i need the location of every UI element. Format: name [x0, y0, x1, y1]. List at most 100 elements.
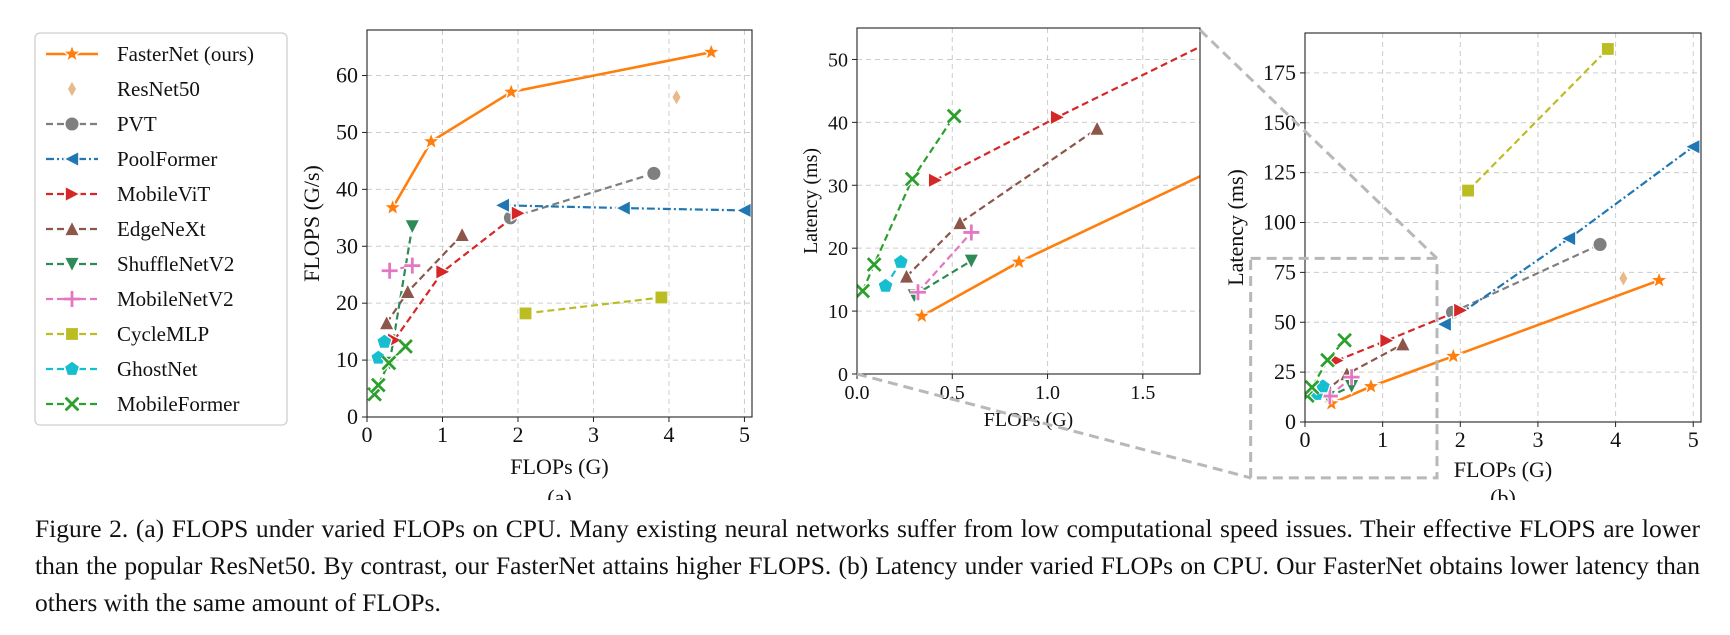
- data-point-mobilevit: [927, 171, 945, 189]
- data-point-shufflenetv2: [403, 218, 421, 236]
- y-tick-label: 40: [828, 112, 848, 134]
- series-line-shufflenetv2: [913, 259, 972, 297]
- legend-marker-cyclemlp: [64, 326, 80, 342]
- legend-label-ghostnet: GhostNet: [117, 357, 198, 381]
- x-tick-label: 2: [512, 422, 523, 447]
- x-tick-label: 5: [1688, 427, 1699, 452]
- figure-canvas: FasterNet (ours) ResNet50 PVT PoolFormer Mob…: [34, 27, 1702, 500]
- series-line-edgenext: [905, 127, 1098, 278]
- series-line-mobilevit: [934, 45, 1200, 182]
- x-tick-label: 3: [1532, 427, 1543, 452]
- data-point-edgenext: [1394, 334, 1412, 352]
- data-point-edgenext: [951, 213, 969, 231]
- y-tick-label: 125: [1263, 160, 1296, 185]
- legend-frame: [34, 32, 288, 426]
- data-point-mobilenetv2: [404, 257, 421, 274]
- axes-frame: [366, 29, 753, 418]
- data-point-fasternet-ours: [1442, 345, 1464, 366]
- data-point-mobilevit: [510, 204, 528, 222]
- series-line-mobileformer: [861, 115, 956, 292]
- data-point-mobilevit: [1049, 108, 1067, 126]
- y-tick-label: 100: [1263, 210, 1296, 235]
- data-point-poolformer: [614, 199, 632, 217]
- x-tick-label: 0: [1300, 427, 1311, 452]
- data-point-fasternet-ours: [1008, 250, 1030, 271]
- data-point-resnet50: [1617, 268, 1629, 289]
- x-tick-label: 2: [1455, 427, 1466, 452]
- y-tick-label: 40: [336, 176, 358, 201]
- legend-label-poolformer: PoolFormer: [117, 147, 217, 171]
- x-tick-label: 1.0: [1035, 382, 1060, 404]
- x-tick-label: 1.5: [1130, 382, 1155, 404]
- series-line-mobilenetv2: [917, 231, 973, 293]
- zoom-connector-lines: [856, 28, 1439, 480]
- data-point-mobilenetv2: [1343, 369, 1360, 386]
- data-point-fasternet-ours: [420, 130, 442, 151]
- data-point-shufflenetv2: [962, 253, 980, 271]
- x-tick-label: 1: [437, 422, 448, 447]
- axes-frame: [1304, 32, 1702, 423]
- data-point-fasternet-ours: [911, 305, 933, 326]
- data-point-fasternet-ours: [1360, 375, 1382, 396]
- data-point-edgenext: [897, 267, 916, 284]
- x-tick-label: 4: [663, 422, 674, 447]
- series-line-cyclemlp: [525, 296, 662, 315]
- plot-area: [1305, 41, 1701, 413]
- data-point-cyclemlp: [654, 290, 669, 305]
- x-tick-label: 0: [362, 422, 373, 447]
- legend-label-pvt: PVT: [117, 112, 157, 136]
- data-point-mobileformer: [1305, 388, 1315, 404]
- y-tick-label: 10: [828, 301, 848, 323]
- data-point-mobilevit: [1452, 301, 1470, 319]
- data-point-fasternet-ours: [382, 196, 404, 217]
- y-tick-label: 75: [1274, 259, 1296, 284]
- x-tick-label: 0.5: [940, 382, 965, 404]
- data-point-fasternet-ours: [700, 41, 722, 62]
- y-tick-label: 30: [336, 233, 358, 258]
- data-point-poolformer: [735, 201, 752, 220]
- legend-marker-mobilevit: [64, 185, 82, 203]
- x-tick-label: 3: [588, 422, 599, 447]
- data-point-pvt: [646, 165, 662, 182]
- data-point-mobileformer: [857, 283, 871, 299]
- y-tick-label: 25: [1274, 359, 1296, 384]
- data-point-mobileformer: [946, 108, 962, 124]
- series-line-fasternet-ours: [1330, 279, 1660, 405]
- y-tick-label: 20: [336, 290, 358, 315]
- data-point-fasternet-ours: [500, 80, 522, 101]
- data-point-fasternet-ours: [1648, 269, 1670, 290]
- series-line-fasternet-ours: [391, 50, 712, 209]
- figure-caption: Figure 2. (a) FLOPS under varied FLOPs o…: [35, 514, 1700, 617]
- legend: FasterNet (ours) ResNet50 PVT PoolFormer Mob…: [34, 32, 288, 426]
- data-point-mobilevit: [435, 263, 452, 281]
- y-tick-label: 10: [336, 347, 358, 372]
- y-tick-label: 150: [1263, 110, 1296, 135]
- series-line-fasternet-ours: [921, 174, 1200, 318]
- x-axis-label: FLOPs (G): [510, 454, 608, 479]
- x-tick-label: 5: [739, 422, 750, 447]
- x-tick-label: 0.0: [845, 382, 870, 404]
- legend-label-mobilenetv2: MobileNetV2: [117, 287, 234, 311]
- data-point-mobileformer: [370, 377, 386, 393]
- plot-area: [857, 45, 1200, 326]
- y-tick-label: 50: [336, 119, 358, 144]
- x-tick-label: 1: [1377, 427, 1388, 452]
- data-point-poolformer: [1559, 229, 1577, 248]
- y-tick-label: 175: [1263, 60, 1296, 85]
- data-point-ghostnet: [375, 333, 393, 350]
- legend-marker-poolformer: [62, 150, 80, 168]
- data-point-ghostnet: [369, 349, 387, 365]
- y-tick-label: 0: [838, 364, 848, 386]
- data-point-pvt: [1592, 236, 1608, 253]
- data-point-mobileformer: [1337, 332, 1352, 348]
- data-point-edgenext: [399, 282, 417, 300]
- series-line-mobilevit: [1336, 309, 1461, 362]
- zoom-connector-bottom: [856, 372, 1252, 480]
- x-tick-label: 4: [1610, 427, 1621, 452]
- legend-marker-resnet50: [66, 79, 78, 99]
- data-point-mobileformer: [1305, 379, 1320, 395]
- series-line-pvt: [510, 172, 655, 219]
- data-point-poolformer: [493, 196, 511, 214]
